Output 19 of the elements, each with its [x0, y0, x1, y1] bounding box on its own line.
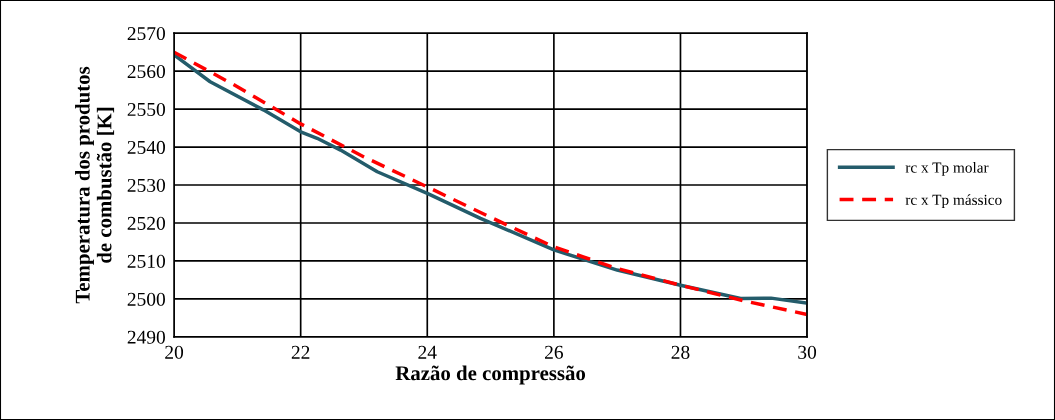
x-axis-title: Razão de compressão [395, 365, 586, 385]
legend-label: rc x Tp mássico [905, 194, 1002, 209]
x-tick-label: 24 [418, 345, 437, 359]
x-tick-label: 22 [291, 345, 310, 359]
y-tick-label: 2550 [127, 102, 165, 117]
y-tick-label: 2500 [127, 292, 165, 306]
x-tick-label: 30 [798, 345, 817, 359]
y-axis-title: Temperatura dos produtos de combustão [K] [75, 66, 115, 304]
legend-label: rc x Tp molar [905, 161, 989, 176]
y-tick-label: 2570 [127, 27, 165, 41]
y-tick-label: 2510 [127, 254, 165, 268]
x-tick-label: 20 [165, 345, 184, 359]
x-tick-label: 26 [545, 345, 564, 359]
y-tick-label: 2530 [127, 178, 165, 192]
y-tick-label: 2560 [127, 64, 165, 79]
y-tick-label: 2540 [127, 140, 165, 154]
y-tick-label: 2520 [127, 216, 165, 230]
x-tick-label: 28 [671, 345, 690, 359]
y-tick-label: 2490 [127, 330, 165, 344]
